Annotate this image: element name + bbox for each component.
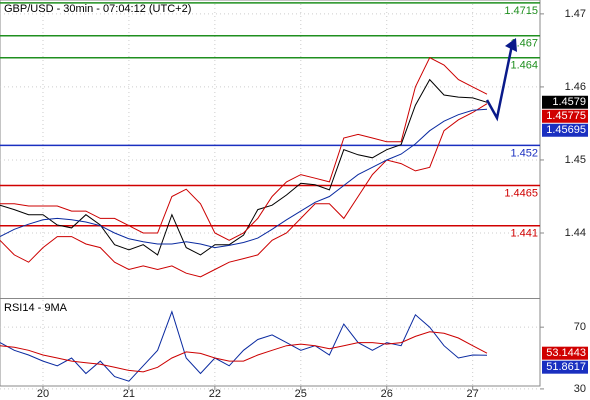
y-tick-label: 30 xyxy=(574,383,586,395)
x-tick-label: 25 xyxy=(295,388,307,400)
indicator-title: RSI14 - 9MA xyxy=(4,302,68,314)
x-tick-label: 21 xyxy=(123,388,135,400)
level-label: 1.4715 xyxy=(504,5,538,17)
last-value-label: 51.8617 xyxy=(546,361,586,373)
series-line xyxy=(0,103,488,278)
plot-frame xyxy=(0,0,541,387)
last-value-label: 53.1443 xyxy=(546,347,586,359)
level-label: 1.467 xyxy=(510,38,538,50)
level-label: 1.4465 xyxy=(504,187,538,199)
last-value-box xyxy=(542,360,588,374)
series-line xyxy=(0,108,488,249)
y-tick-label: 1.45 xyxy=(565,154,586,166)
y-tick-label: 1.46 xyxy=(565,81,586,93)
level-label: 1.464 xyxy=(510,60,538,72)
x-tick-label: 26 xyxy=(381,388,393,400)
level-label: 1.452 xyxy=(510,147,538,159)
series-line xyxy=(0,57,488,241)
series-line xyxy=(0,331,488,373)
x-tick-label: 20 xyxy=(37,388,49,400)
x-tick-label: 27 xyxy=(467,388,479,400)
y-tick-label: 1.47 xyxy=(565,8,586,20)
last-value-label: 1.45775 xyxy=(546,110,586,122)
x-tick-label: 22 xyxy=(209,388,221,400)
forecast-arrow xyxy=(485,44,514,122)
y-tick-label: 70 xyxy=(574,321,586,333)
arrow-head xyxy=(505,38,517,52)
last-value-box xyxy=(542,123,588,137)
last-value-box xyxy=(542,109,588,123)
last-value-box xyxy=(542,95,588,109)
chart-title: GBP/USD - 30min - 07:04:12 (UTC+2) xyxy=(4,3,191,15)
series-line xyxy=(0,310,488,382)
last-value-box xyxy=(542,346,588,360)
last-value-label: 1.45695 xyxy=(546,124,586,136)
level-label: 1.441 xyxy=(510,228,538,240)
series-line xyxy=(0,78,488,256)
last-value-label: 1.4579 xyxy=(552,96,586,108)
y-tick-label: 1.44 xyxy=(565,227,586,239)
